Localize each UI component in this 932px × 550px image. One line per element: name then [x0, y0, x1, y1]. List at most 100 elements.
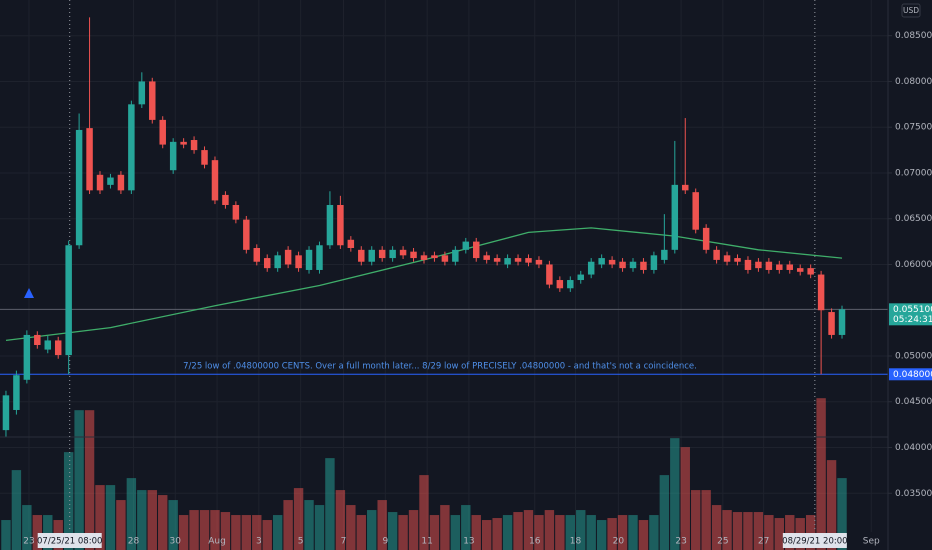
x-tick-label: Aug: [208, 537, 226, 547]
candles: [2, 17, 846, 437]
volume-bar: [199, 510, 210, 550]
y-tick-label: 0.03500000: [895, 489, 932, 499]
candle-body: [514, 258, 522, 262]
x-tick-label: 3: [256, 537, 262, 547]
x-tick-label: Sep: [863, 537, 880, 547]
price-label-box: [889, 368, 932, 381]
y-tick-label: 0.06500000: [895, 214, 932, 224]
candle-body: [661, 249, 668, 260]
volume-bar: [314, 505, 325, 550]
candle-body: [765, 261, 773, 270]
volume-bar: [701, 490, 711, 550]
volume-bar: [764, 515, 774, 550]
candle-body: [358, 249, 365, 262]
volume-bar: [670, 438, 680, 550]
x-tick-label: 23: [675, 537, 686, 547]
candle-body: [138, 81, 146, 105]
candle-body: [556, 280, 564, 289]
volume-bar: [805, 515, 816, 550]
crosshairs: [69, 0, 816, 532]
volume-pane: [1, 398, 847, 550]
volume-bar: [534, 515, 544, 550]
currency: USD: [903, 6, 919, 15]
x-tick-label: 25: [717, 537, 728, 547]
candle-body: [535, 259, 543, 265]
volume-bar: [210, 510, 220, 550]
y-tick-label: 0.08500000: [895, 31, 932, 41]
x-tick-label: 9: [382, 537, 388, 547]
candle-body: [180, 141, 187, 145]
volume-bar: [95, 485, 105, 550]
volume-bar: [492, 518, 502, 550]
candle-body: [525, 258, 532, 263]
candle-body: [807, 268, 814, 275]
candle-body: [86, 128, 93, 191]
volume-bar: [816, 398, 826, 550]
y-tick-label: 0.08000000: [895, 77, 932, 87]
volume-bar: [471, 515, 481, 550]
candle-body: [493, 258, 501, 262]
price-levels: [0, 308, 888, 375]
candle-body: [483, 255, 490, 260]
candle-body: [723, 255, 731, 262]
candle-body: [755, 261, 762, 269]
candle-body: [169, 141, 177, 171]
candle-body: [462, 241, 470, 250]
volume-bar: [576, 510, 586, 550]
candle-body: [2, 395, 10, 431]
x-tick-label: 27: [758, 537, 769, 547]
volume-bar: [168, 500, 178, 550]
candle-body: [316, 245, 323, 270]
candle-body: [211, 160, 219, 201]
candle-body: [650, 255, 658, 270]
volume-bar: [628, 515, 638, 550]
volume-bar: [283, 500, 293, 550]
volume-bar: [785, 515, 795, 550]
volume-bar: [356, 515, 366, 550]
price-label: 0.04800000: [893, 370, 932, 380]
y-tick-label: 0.04000000: [895, 443, 932, 453]
x-tick-label: 20: [613, 537, 625, 547]
volume-bar: [189, 510, 199, 550]
candle-body: [284, 249, 292, 265]
candle-body: [368, 249, 375, 262]
volume-bar: [158, 495, 168, 550]
volume-bar: [544, 510, 555, 550]
volume-bar: [377, 500, 387, 550]
candle-body: [473, 241, 480, 259]
candle-body: [44, 340, 51, 350]
volume-bar: [32, 515, 43, 550]
volume-bar: [586, 515, 596, 550]
candle-body: [796, 268, 804, 272]
candle-body: [546, 264, 553, 285]
crosshair-label: 07/25/21 08:00: [37, 537, 102, 547]
x-tick-label: 30: [170, 537, 182, 547]
x-tick-label: 18: [570, 537, 582, 547]
y-tick-label: 0.06000000: [895, 260, 932, 270]
volume-bar: [22, 505, 32, 550]
volume-bar: [398, 515, 408, 550]
candle-body: [504, 258, 511, 265]
candle-body: [96, 174, 104, 191]
x-tick-label: 13: [463, 537, 474, 547]
volume-bar: [43, 515, 53, 550]
candle-body: [682, 184, 689, 191]
volume-bar: [429, 515, 440, 550]
candle-body: [295, 255, 302, 269]
volume-bar: [691, 490, 701, 550]
annotation: 7/25 low of .04800000 CENTS. Over a full…: [183, 362, 697, 372]
candle-body: [117, 174, 125, 191]
candle-body: [817, 274, 825, 311]
volume-bar: [178, 515, 189, 550]
volume-bar: [680, 447, 690, 550]
volume-bar: [126, 478, 137, 550]
crosshair-label: 08/29/21 20:00: [782, 537, 847, 547]
volume-bar: [252, 515, 262, 550]
volume-bar: [105, 485, 116, 550]
candle-body: [149, 81, 156, 120]
volume-bar: [555, 515, 565, 550]
volume-bar: [1, 520, 11, 550]
candle-body: [274, 255, 281, 269]
candle-body: [190, 140, 198, 151]
candle-body: [54, 340, 62, 356]
